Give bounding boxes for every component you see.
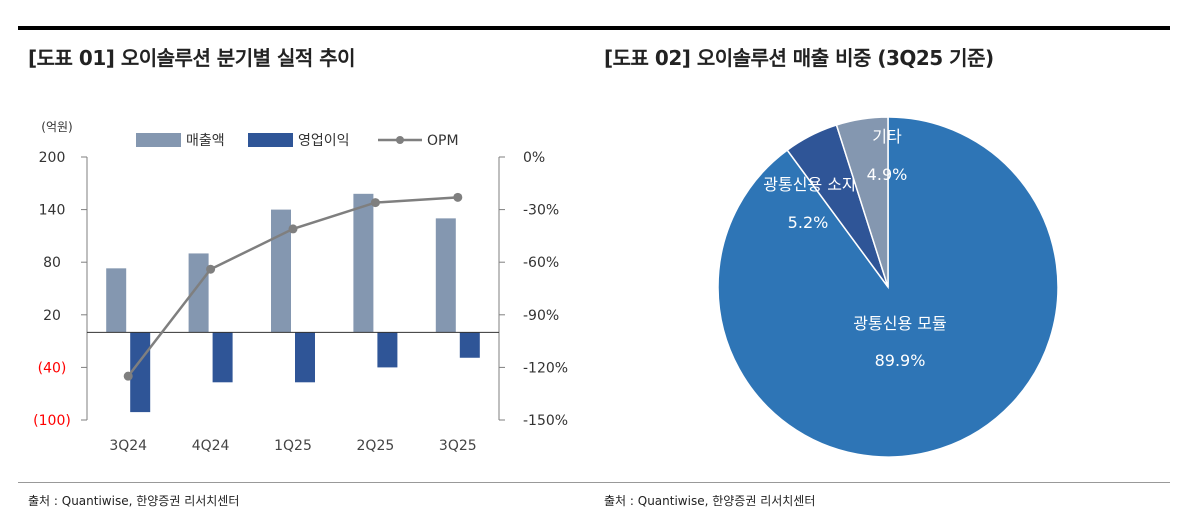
legend-swatch-op-profit — [248, 133, 293, 147]
bar-op-profit-3Q24 — [130, 332, 151, 413]
opm-line — [127, 196, 458, 377]
y-tick-label-left: 20 — [43, 308, 61, 324]
source-note-right: 출처 : Quantiwise, 한양증권 리서치센터 — [604, 494, 816, 508]
y-tick-label-left: 200 — [39, 150, 66, 166]
x-tick-label: 3Q24 — [109, 438, 147, 454]
pie-slice-2 — [835, 116, 889, 288]
y-tick-label-right: -150% — [523, 413, 568, 429]
bar-sales-3Q25 — [435, 218, 456, 333]
top-rule — [18, 26, 1170, 30]
source-note-left: 출처 : Quantiwise, 한양증권 리서치센터 — [28, 494, 240, 508]
bar-op-profit-4Q24 — [212, 332, 233, 383]
pie-slice-value-0: 89.9% — [875, 351, 926, 370]
bottom-rule — [18, 482, 1170, 483]
x-tick-label: 1Q25 — [274, 438, 312, 454]
legend-label-sales: 매출액 — [186, 133, 225, 149]
opm-point-3Q24 — [123, 371, 133, 381]
bar-op-profit-3Q25 — [459, 332, 480, 358]
chart-title-left: [도표 01] 오이솔루션 분기별 실적 추이 — [28, 46, 356, 70]
pie-slice-value-1: 5.2% — [788, 213, 829, 232]
y-tick-label-left: 80 — [43, 255, 61, 271]
bar-sales-2Q25 — [353, 193, 374, 333]
y-tick-label-left: (40) — [38, 360, 67, 376]
unit-label: (억원) — [41, 120, 72, 134]
bar-sales-4Q24 — [188, 253, 209, 333]
opm-point-2Q25 — [370, 198, 380, 208]
pie-slice-value-2: 4.9% — [867, 165, 908, 184]
legend-swatch-sales — [136, 133, 181, 147]
bar-op-profit-2Q25 — [377, 332, 398, 368]
legend-label-opm: OPM — [427, 133, 459, 149]
y-tick-label-left: 140 — [39, 203, 66, 219]
pie-slice-label-0: 광통신용 모듈 — [853, 314, 946, 333]
y-tick-label-left: (100) — [33, 413, 71, 429]
pie-slice-label-1: 광통신용 소자 — [763, 175, 857, 194]
x-tick-label: 3Q25 — [439, 438, 477, 454]
bar-sales-1Q25 — [271, 209, 291, 333]
opm-point-1Q25 — [288, 224, 298, 234]
opm-point-3Q25 — [453, 192, 463, 202]
y-tick-label-right: -60% — [523, 255, 559, 271]
x-tick-label: 4Q24 — [192, 438, 230, 454]
y-tick-label-right: -30% — [523, 203, 559, 219]
y-tick-label-right: -90% — [523, 308, 559, 324]
legend-label-op-profit: 영업이익 — [298, 133, 350, 149]
y-tick-label-right: 0% — [523, 150, 545, 166]
bar-op-profit-1Q25 — [295, 332, 315, 383]
pie-slice-label-2: 기타 — [872, 127, 902, 146]
x-tick-label: 2Q25 — [357, 438, 395, 454]
y-tick-label-right: -120% — [523, 360, 568, 376]
bar-sales-3Q24 — [106, 268, 127, 333]
legend-marker-opm — [396, 136, 404, 144]
opm-point-4Q24 — [206, 264, 216, 274]
chart-title-right: [도표 02] 오이솔루션 매출 비중 (3Q25 기준) — [604, 46, 994, 70]
